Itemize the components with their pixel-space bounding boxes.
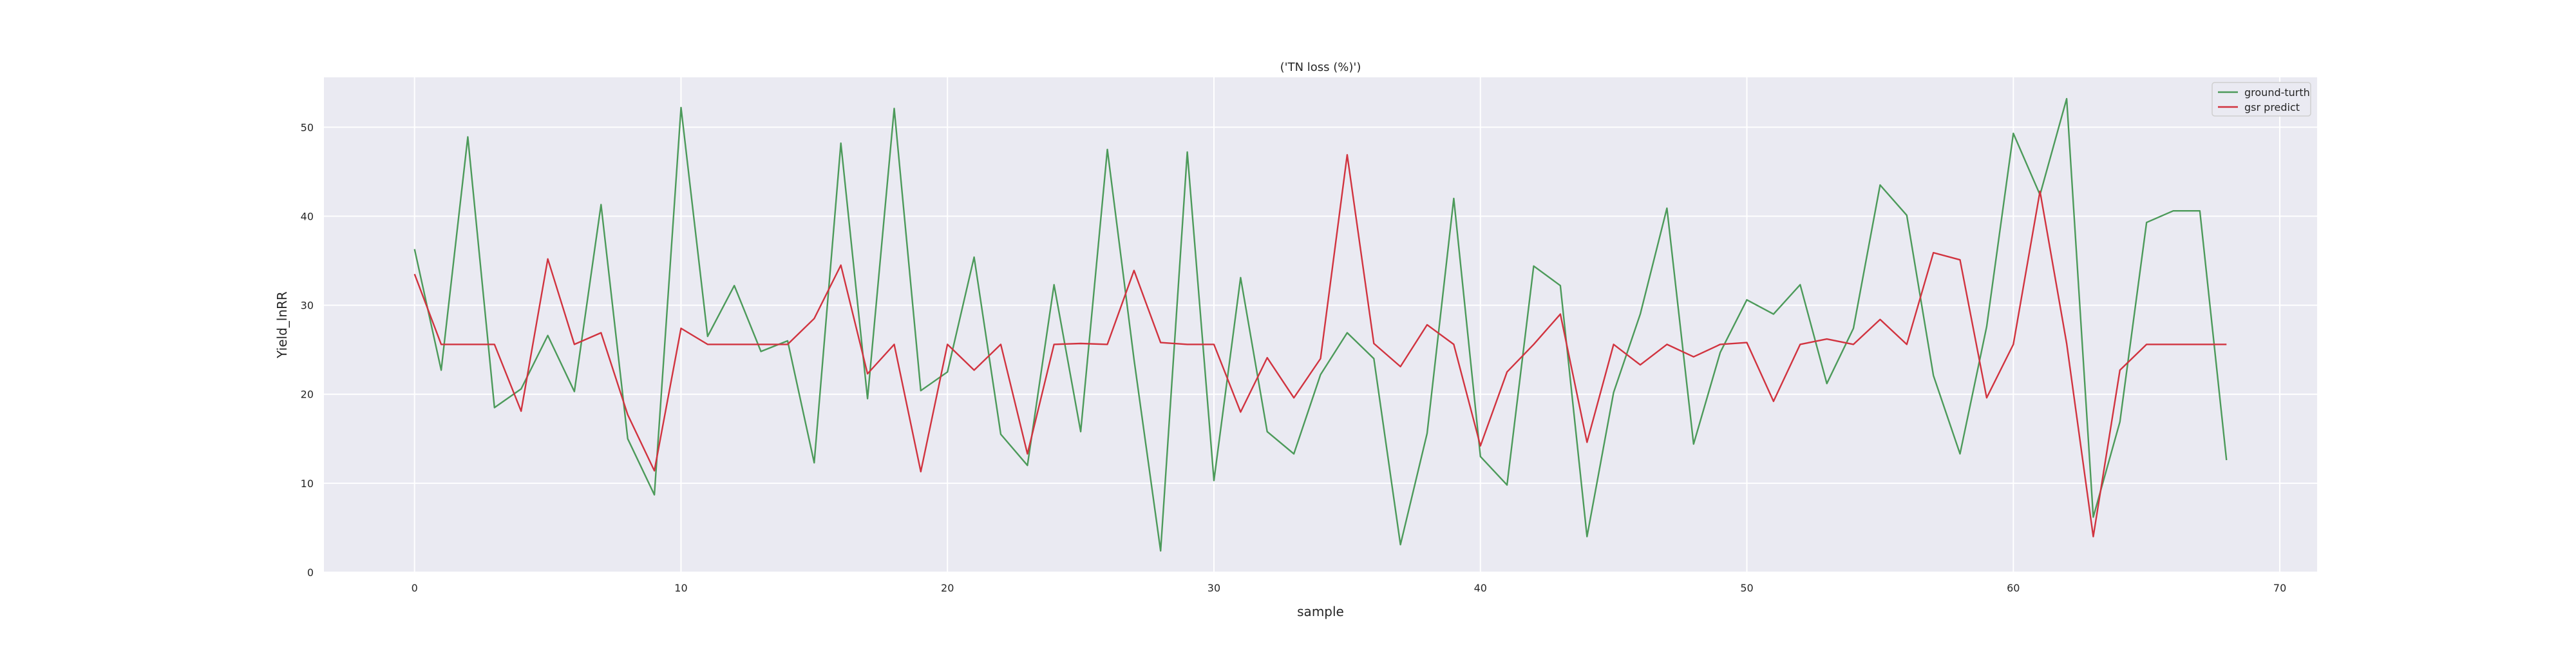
y-tick-label: 0	[307, 566, 314, 579]
x-tick-label: 30	[1208, 582, 1220, 594]
series-line-ground-truth	[413, 97, 2228, 552]
y-tick-label: 50	[301, 121, 314, 133]
y-axis-label: Yield_lnRR	[274, 291, 290, 359]
grid	[324, 77, 2317, 573]
x-tick-label: 0	[412, 582, 418, 594]
series-line-gsr-predict	[413, 153, 2227, 537]
plot-area	[324, 77, 2317, 572]
chart-title: ('TN loss (%)')	[1280, 61, 1361, 74]
legend: ground-turth gsr predict	[2211, 82, 2311, 117]
x-tick-label: 50	[1740, 582, 1753, 594]
y-tick-label: 30	[301, 300, 314, 312]
series-lines	[413, 97, 2228, 552]
y-tick-label: 20	[301, 389, 314, 401]
x-axis-label: sample	[1297, 604, 1344, 619]
axis-ticks: 0 10 20 30 40 50 60 70 0 10 20 30 40 50	[301, 121, 2287, 594]
x-tick-label: 40	[1474, 582, 1487, 594]
x-tick-label: 10	[674, 582, 687, 594]
x-tick-label: 70	[2273, 582, 2286, 594]
legend-label-ground-truth: ground-turth	[2244, 86, 2310, 99]
y-tick-label: 10	[301, 478, 314, 490]
legend-label-gsr-predict: gsr predict	[2244, 101, 2300, 113]
x-tick-label: 20	[941, 582, 954, 594]
x-tick-label: 60	[2007, 582, 2020, 594]
y-tick-label: 40	[301, 210, 314, 222]
